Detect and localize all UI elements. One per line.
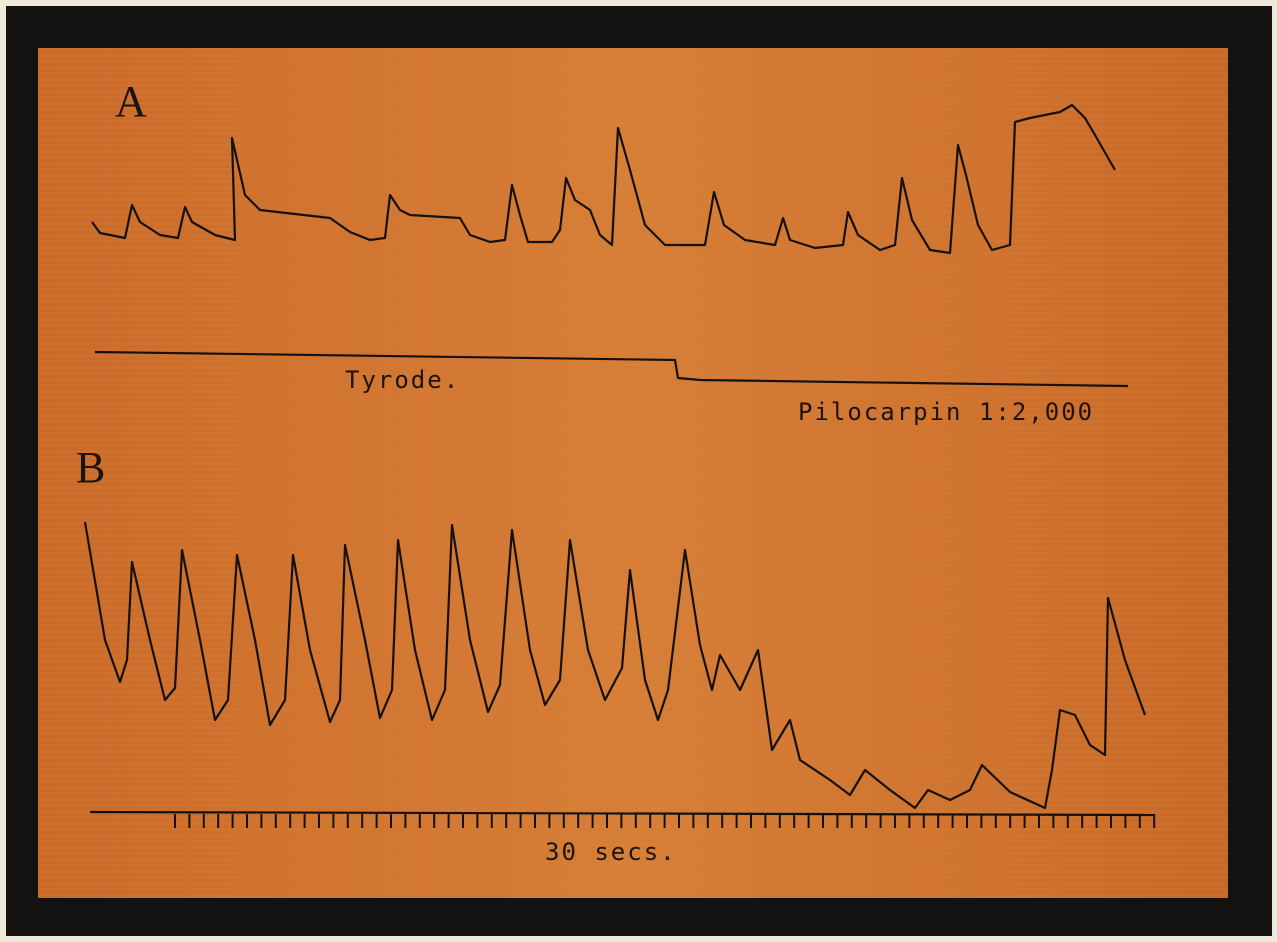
- kymograph-sheet: A Tyrode. Pilocarpin 1:2,000 B 30 secs.: [0, 0, 1277, 942]
- signal-label-left: Tyrode.: [345, 366, 460, 394]
- panel-label: B: [76, 443, 105, 492]
- page: A Tyrode. Pilocarpin 1:2,000 B 30 secs. …: [0, 0, 1277, 942]
- paper-texture: [38, 48, 1228, 898]
- signal-label-right: Pilocarpin 1:2,000: [798, 398, 1094, 426]
- time-scale-label: 30 secs.: [545, 838, 677, 866]
- panel-label: A: [115, 77, 147, 126]
